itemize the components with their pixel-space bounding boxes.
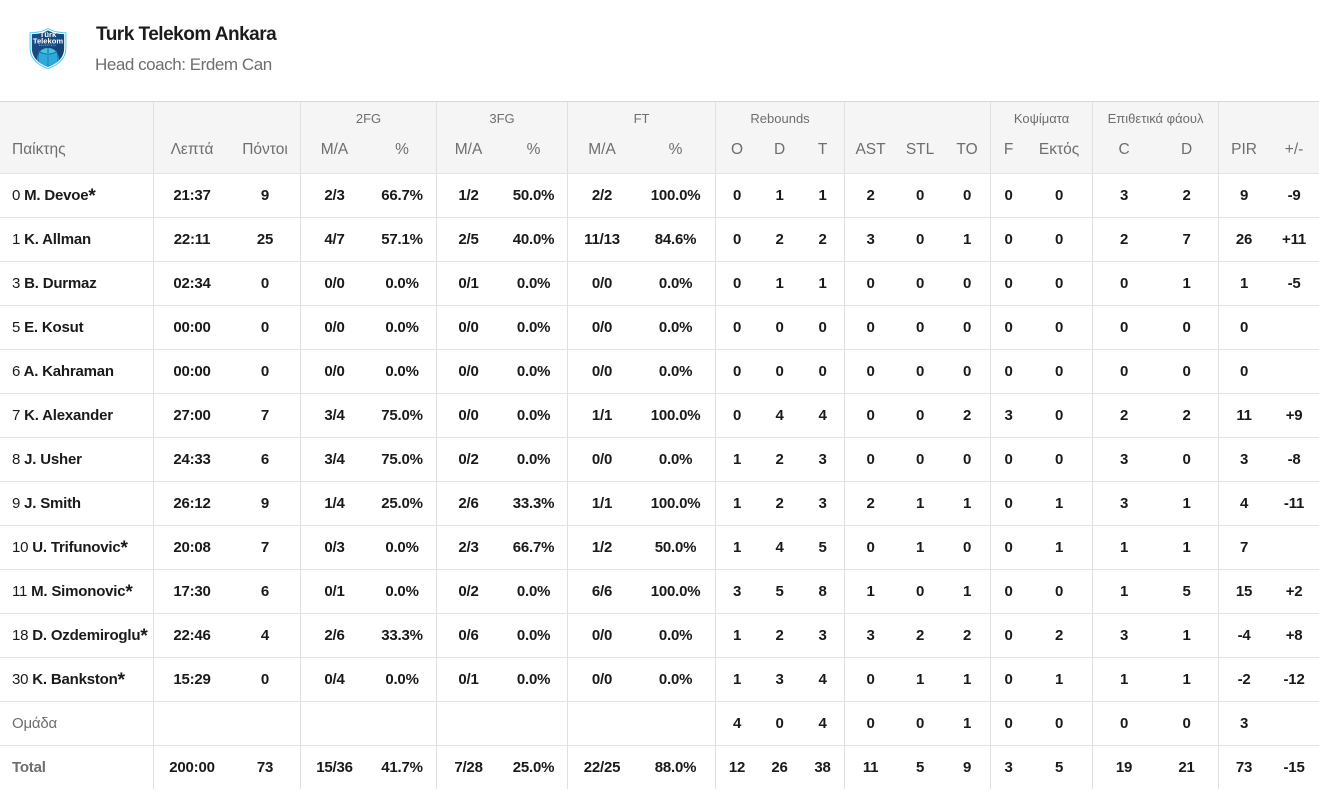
svg-text:Telekom: Telekom — [33, 37, 63, 46]
svg-text:BASKETBOL: BASKETBOL — [39, 44, 57, 47]
svg-text:Türk: Türk — [40, 30, 57, 39]
